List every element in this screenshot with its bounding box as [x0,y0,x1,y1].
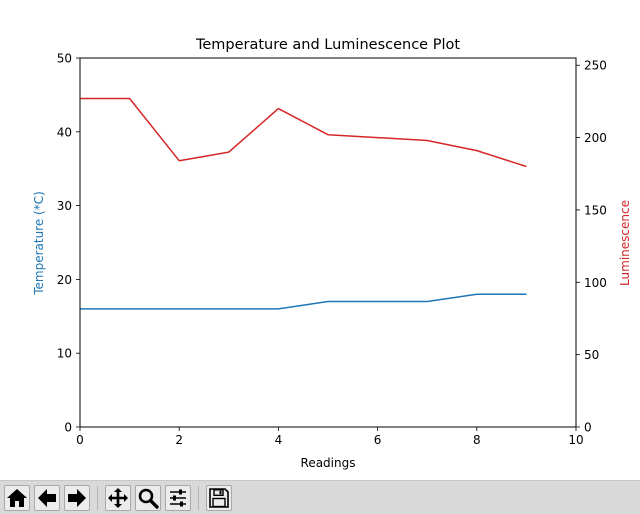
left-y-tick-label: 0 [64,421,72,435]
x-tick-label: 4 [275,433,283,447]
right-y-tick-label: 250 [584,59,607,73]
home-icon [7,489,27,507]
pan-button[interactable] [105,485,131,511]
left-y-tick-label: 30 [57,199,72,213]
left-y-tick-label: 50 [57,52,72,66]
navigation-toolbar [0,480,640,514]
floppy-disk-icon [209,488,229,508]
x-tick-label: 0 [76,433,84,447]
x-axis: 0 2 4 6 8 10 [76,427,584,447]
toolbar-separator [97,486,98,510]
x-axis-label: Readings [301,456,356,470]
zoom-button[interactable] [135,485,161,511]
right-y-tick-label: 200 [584,131,607,145]
x-tick-label: 10 [568,433,583,447]
right-y-tick-label: 50 [584,348,599,362]
right-y-tick-label: 100 [584,276,607,290]
arrow-right-icon [68,489,86,507]
left-y-tick-label: 20 [57,273,72,287]
left-y-tick-label: 40 [57,125,72,139]
toolbar-separator [198,486,199,510]
right-y-axis-label: Luminescence [618,200,632,286]
save-button[interactable] [206,485,232,511]
configure-subplots-button[interactable] [165,485,191,511]
x-tick-label: 8 [473,433,481,447]
right-y-axis: 0 50 100 150 200 250 [576,59,607,435]
forward-button[interactable] [64,485,90,511]
arrow-left-icon [38,489,56,507]
move-icon [108,488,128,508]
dual-axis-line-chart: Temperature and Luminescence Plot 0 2 4 6 8 1… [32,37,632,470]
magnifier-icon [138,488,159,509]
left-y-axis: 0 10 20 30 40 50 [57,52,80,435]
right-y-tick-label: 150 [584,203,607,217]
left-y-tick-label: 10 [57,347,72,361]
x-tick-label: 2 [175,433,183,447]
temperature-line [80,293,527,310]
x-tick-label: 6 [374,433,382,447]
back-button[interactable] [34,485,60,511]
right-y-tick-label: 0 [584,421,592,435]
plot-frame [79,57,577,428]
luminescence-line [80,97,527,168]
series-layer [80,97,527,310]
left-y-axis-label: Temperature (*C) [32,191,46,296]
chart-title: Temperature and Luminescence Plot [195,37,460,53]
sliders-icon [170,489,186,507]
home-button[interactable] [4,485,30,511]
